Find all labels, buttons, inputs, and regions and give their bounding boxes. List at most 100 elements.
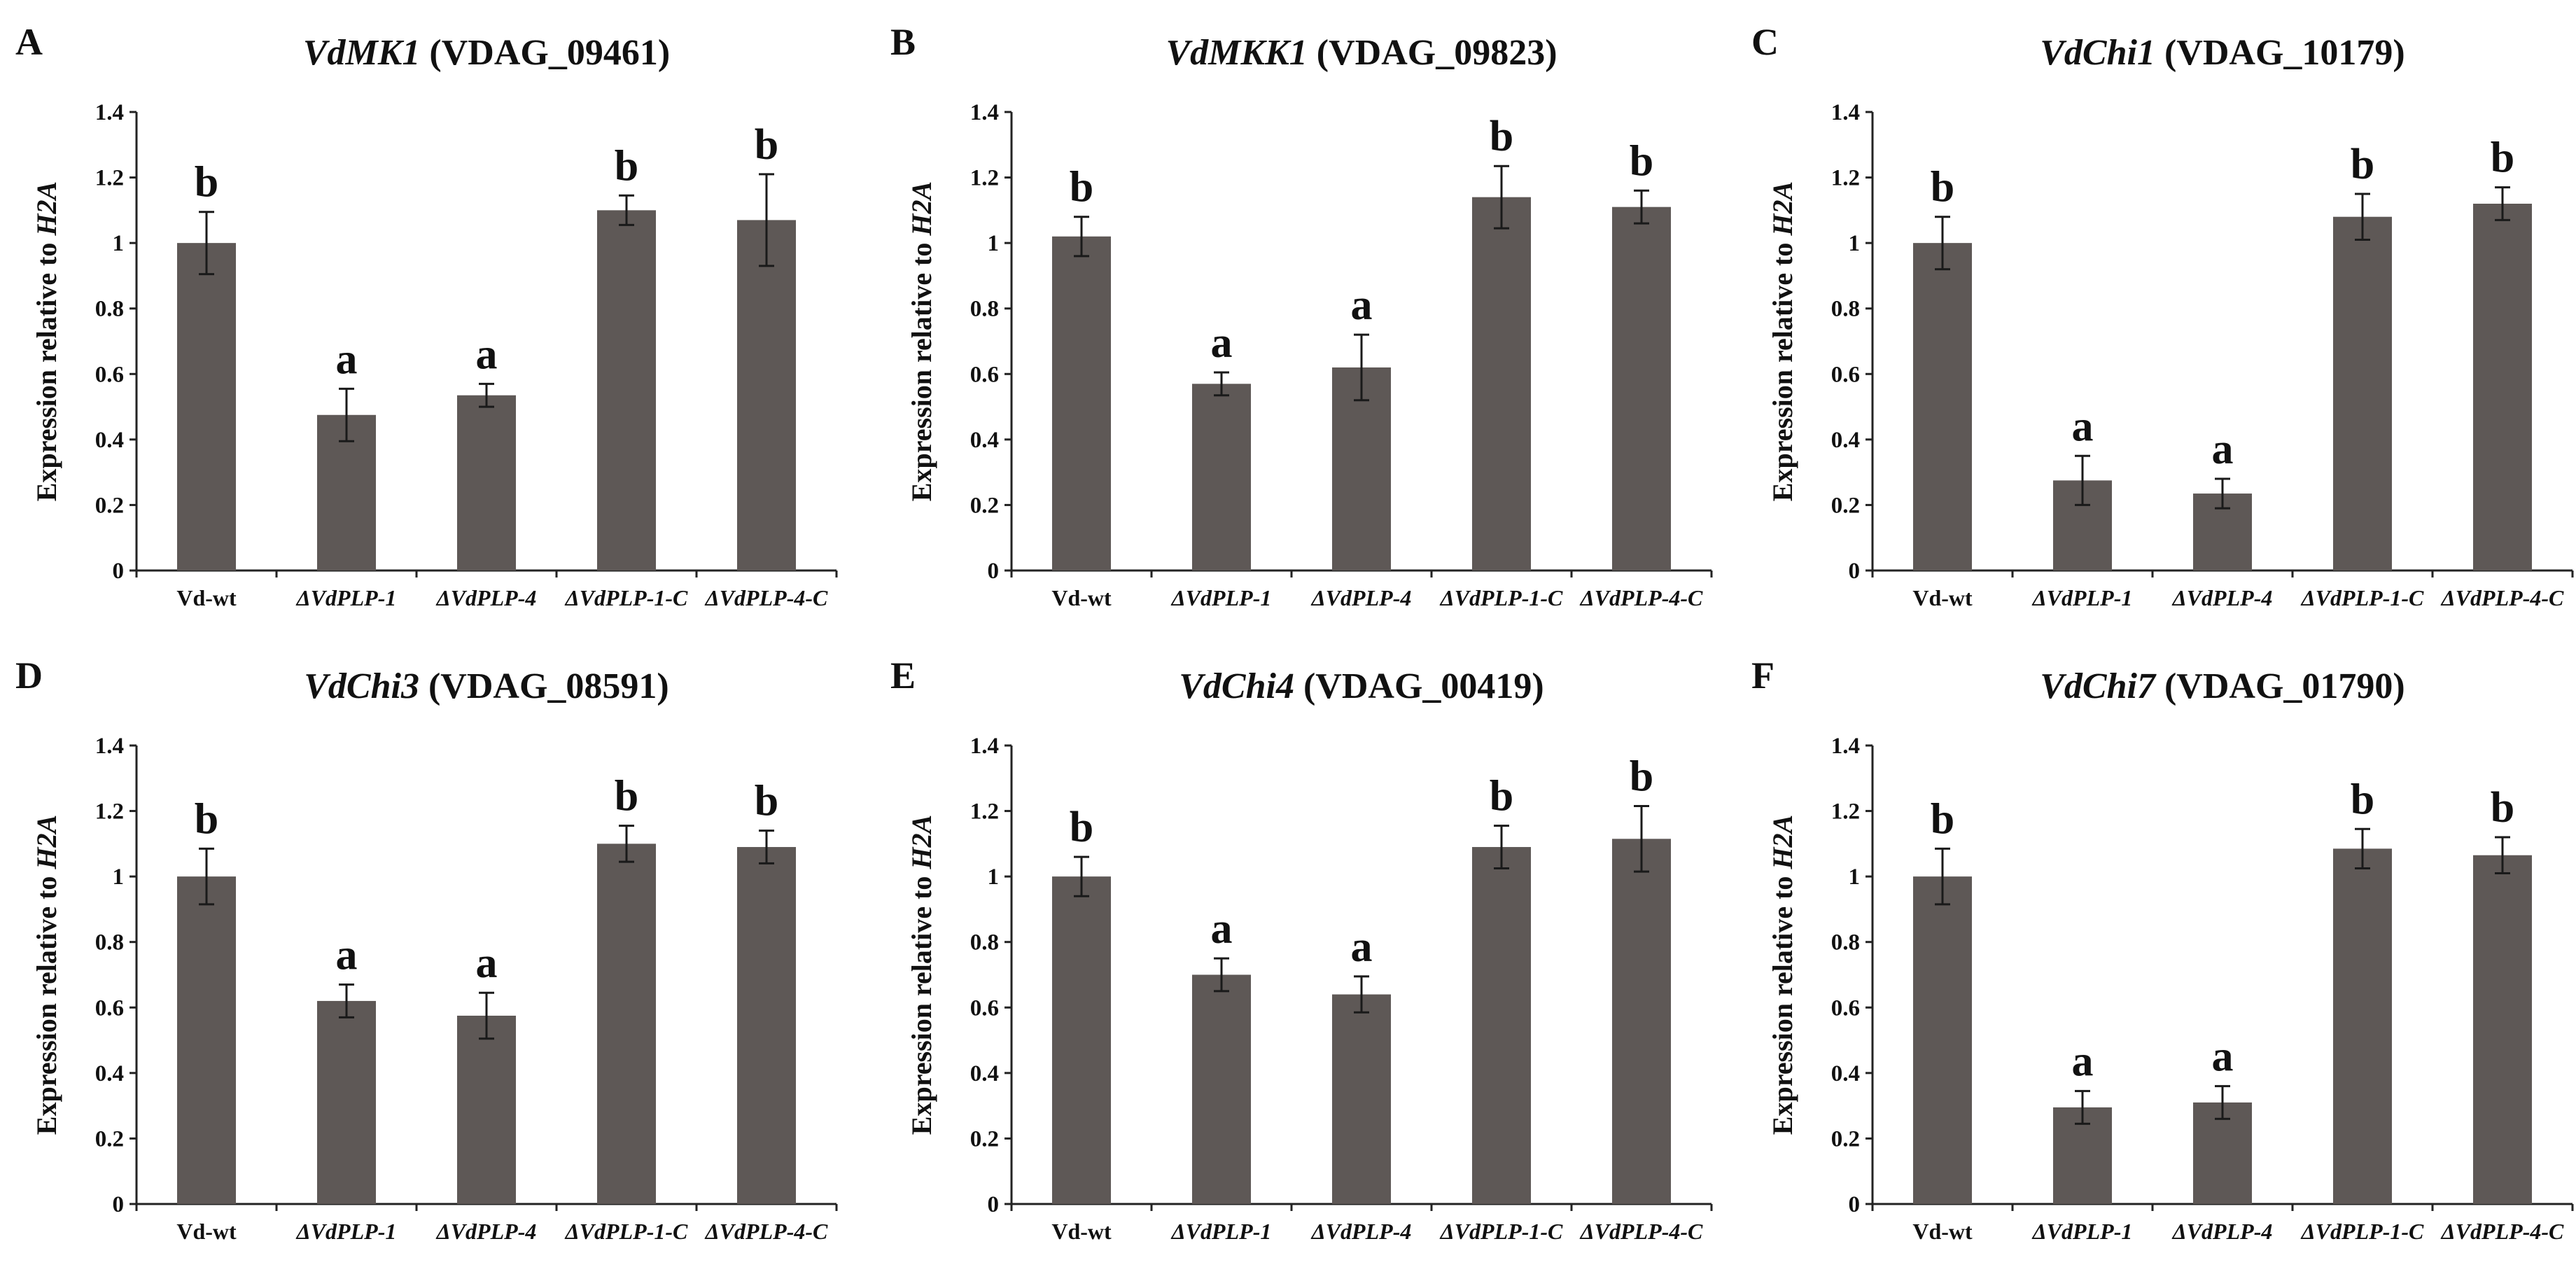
y-axis-label-prefix: Expression relative to (1767, 869, 1798, 1135)
bar (2333, 848, 2392, 1204)
significance-letter: b (2351, 141, 2374, 188)
bar (2473, 204, 2532, 570)
title-id: (VDAG_09461) (429, 33, 670, 73)
y-tick-label: 0.4 (95, 428, 124, 453)
chart-title: VdMKK1 (VDAG_09823) (1166, 33, 1557, 73)
x-category-label: ΔVdPLP-1-C (2300, 585, 2424, 610)
x-category-label: ΔVdPLP-4 (435, 1219, 537, 1244)
x-category-label: Vd-wt (1912, 585, 1973, 610)
y-tick-label: 1 (113, 231, 125, 256)
x-category-label: ΔVdPLP-4 (2171, 1219, 2273, 1244)
y-axis-label: Expression relative to H2A (906, 181, 937, 501)
y-tick-label: 0.8 (1831, 297, 1860, 322)
x-category-label: ΔVdPLP-1 (1170, 585, 1272, 610)
y-tick-label: 0.6 (1831, 362, 1860, 387)
y-tick-label: 0.8 (970, 930, 999, 955)
bar (1332, 367, 1391, 570)
y-axis-label-ref: H2A (31, 815, 62, 870)
bar (1192, 384, 1251, 570)
title-id: (VDAG_09823) (1317, 33, 1558, 73)
chart-title: VdMK1 (VDAG_09461) (303, 33, 670, 73)
y-tick-label: 1.2 (95, 166, 124, 191)
y-tick-label: 0.4 (970, 428, 999, 453)
panel-c: C VdChi1 (VDAG_10179) Expression relative … (1751, 21, 2574, 610)
x-category-label: ΔVdPLP-4 (2171, 585, 2273, 610)
significance-letter: b (2491, 134, 2514, 182)
y-tick-label: 0.4 (95, 1061, 124, 1086)
significance-letter: b (1630, 137, 1653, 185)
bar (1472, 197, 1531, 571)
x-category-label: ΔVdPLP-4-C (2440, 585, 2564, 610)
significance-letter: b (615, 773, 638, 820)
significance-letter: a (336, 335, 358, 383)
y-tick-label: 1 (1849, 231, 1861, 256)
panel-b: B VdMKK1 (VDAG_09823) Expression relative … (890, 21, 1713, 610)
bar (1052, 876, 1111, 1204)
bar (1612, 206, 1671, 570)
x-category-label: ΔVdPLP-1-C (1439, 585, 1563, 610)
x-category-label: ΔVdPLP-4-C (704, 585, 828, 610)
y-tick-label: 0.2 (1831, 493, 1860, 518)
y-axis-label-prefix: Expression relative to (1767, 236, 1798, 502)
significance-letter: b (1931, 795, 1954, 843)
significance-letter: b (195, 159, 218, 206)
x-category-label: ΔVdPLP-1 (1170, 1219, 1272, 1244)
y-tick-label: 0 (113, 559, 125, 584)
x-category-label: ΔVdPLP-1 (2031, 1219, 2133, 1244)
y-axis-label: Expression relative to H2A (906, 815, 937, 1135)
y-tick-label: 1 (1849, 864, 1861, 890)
panel-letter: B (890, 21, 916, 63)
y-axis-label-ref: H2A (1767, 815, 1798, 870)
x-category-label: ΔVdPLP-1-C (2300, 1219, 2424, 1244)
y-tick-label: 1 (113, 864, 125, 890)
bar (737, 847, 796, 1204)
panel-letter: D (15, 654, 43, 696)
y-axis-label-ref: H2A (1767, 181, 1798, 237)
chart-title: VdChi7 (VDAG_01790) (2040, 666, 2404, 706)
bar (177, 243, 236, 570)
x-category-label: ΔVdPLP-4 (1310, 585, 1412, 610)
y-tick-label: 0.8 (95, 297, 124, 322)
significance-letter: a (1351, 281, 1373, 329)
x-category-label: ΔVdPLP-4-C (1579, 585, 1703, 610)
y-tick-label: 1.4 (95, 734, 124, 759)
y-tick-label: 0.8 (970, 297, 999, 322)
y-tick-label: 0 (113, 1192, 125, 1217)
y-tick-label: 0.2 (95, 493, 124, 518)
chart-title: VdChi1 (VDAG_10179) (2040, 33, 2404, 73)
title-gene: VdChi7 (2040, 666, 2157, 706)
bar (1612, 839, 1671, 1204)
y-axis-label-ref: H2A (906, 181, 937, 237)
significance-letter: b (195, 795, 218, 843)
y-tick-label: 0.6 (95, 362, 124, 387)
bar (737, 220, 796, 570)
y-axis-label: Expression relative to H2A (1767, 815, 1798, 1135)
y-tick-label: 1.4 (970, 100, 999, 125)
y-tick-label: 0.4 (1831, 428, 1860, 453)
y-tick-label: 0.8 (95, 930, 124, 955)
significance-letter: b (1070, 164, 1093, 211)
significance-letter: b (1630, 753, 1653, 801)
y-tick-label: 1.4 (95, 100, 124, 125)
y-tick-label: 0.6 (970, 362, 999, 387)
y-tick-label: 0 (1849, 559, 1861, 584)
x-category-label: Vd-wt (1051, 585, 1112, 610)
panel-f: F VdChi7 (VDAG_01790) Expression relative … (1751, 654, 2574, 1244)
y-axis-label-prefix: Expression relative to (906, 869, 937, 1135)
panel-letter: F (1751, 654, 1774, 696)
y-tick-label: 0 (988, 559, 1000, 584)
bar (1913, 243, 1972, 570)
panel-letter: C (1751, 21, 1779, 63)
bar (1052, 236, 1111, 570)
significance-letter: b (2491, 784, 2514, 832)
y-tick-label: 1.4 (970, 734, 999, 759)
title-id: (VDAG_01790) (2164, 666, 2405, 706)
bar (597, 844, 656, 1204)
bar (317, 1000, 376, 1204)
bar (597, 210, 656, 570)
y-tick-label: 1.2 (1831, 799, 1860, 825)
significance-letter: a (1211, 319, 1233, 367)
x-category-label: ΔVdPLP-1-C (1439, 1219, 1563, 1244)
y-tick-label: 0.6 (1831, 995, 1860, 1021)
